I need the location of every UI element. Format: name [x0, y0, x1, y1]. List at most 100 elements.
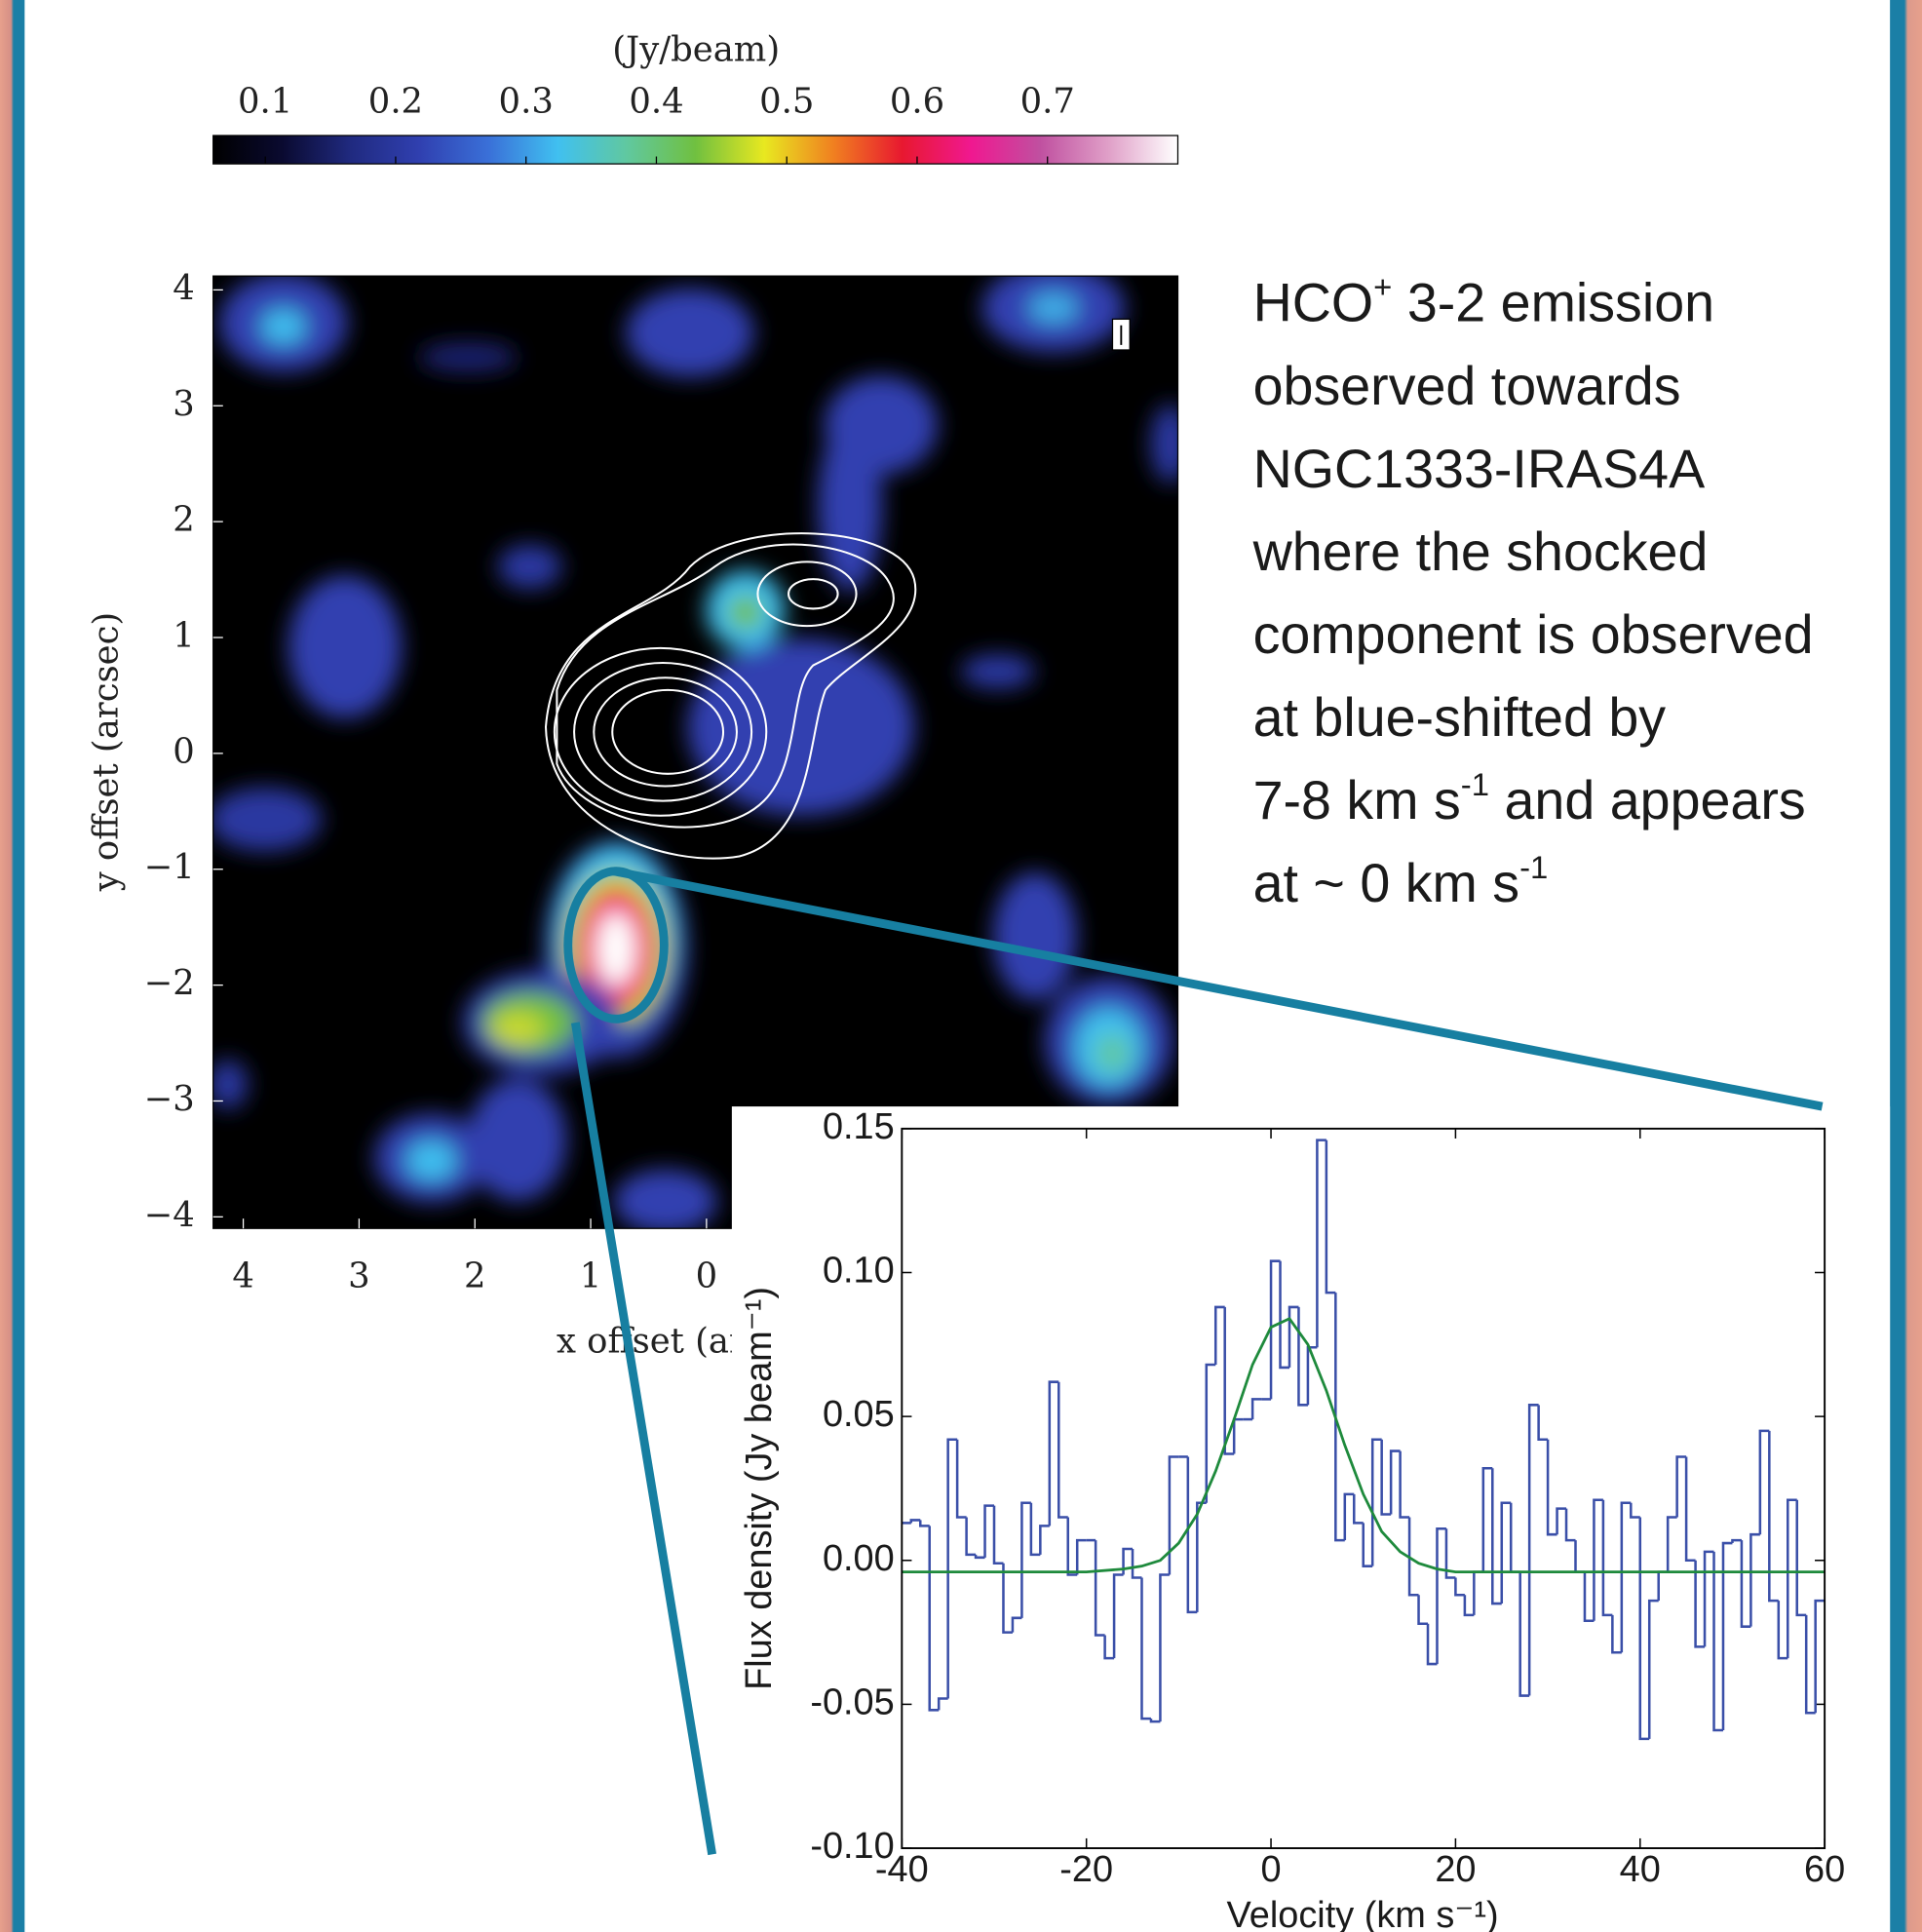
spectrum-step [1039, 1525, 1050, 1555]
spectrum-step [1149, 1719, 1161, 1723]
text-run: where the shocked [1252, 522, 1709, 582]
spectrum-step [1131, 1548, 1142, 1579]
spectrum-step [992, 1505, 1004, 1565]
x-tick-label: -40 [875, 1849, 929, 1890]
annotation-line: component is observed [1253, 604, 1814, 665]
spectrum-step [1122, 1547, 1134, 1575]
spectrum-step [1749, 1532, 1760, 1627]
colorbar-tick-label: 0.5 [759, 82, 814, 122]
spectrum-step [1583, 1571, 1595, 1623]
spectrum-step [1334, 1293, 1345, 1542]
spectrum-step [1407, 1517, 1419, 1597]
contour [756, 560, 858, 628]
y-tick-label: 0 [173, 731, 195, 771]
spectrum-step [983, 1504, 995, 1558]
spectrum-step [1758, 1429, 1770, 1535]
spectrum-step [1593, 1498, 1603, 1621]
y-tick-label: −3 [144, 1079, 195, 1119]
spectrum-step [1684, 1456, 1696, 1563]
spectrum-step [1389, 1449, 1401, 1515]
spectrum-step [1768, 1430, 1779, 1603]
colorbar [212, 135, 1179, 165]
spectrum-step [1537, 1405, 1549, 1442]
emission-blob [468, 1078, 567, 1202]
x-tick-label: 40 [1620, 1849, 1661, 1890]
colorbar-tick-label: 0.2 [368, 82, 423, 122]
emission-blob [260, 309, 306, 344]
spectrum-step [1666, 1516, 1677, 1572]
left-border [0, 0, 25, 1932]
colorbar-tick-label: 0.3 [499, 82, 554, 122]
emission-blob [1095, 1033, 1131, 1073]
text-run: at blue-shifted by [1253, 687, 1667, 748]
emission-blob [687, 638, 914, 816]
text-run: component is observed [1253, 604, 1814, 665]
spectrum-step [909, 1519, 921, 1524]
text-run: 7-8 km s [1253, 770, 1461, 831]
spectrum-step [1454, 1577, 1465, 1597]
spectrum-step [1436, 1527, 1446, 1665]
text-run: observed towards [1253, 356, 1681, 416]
spectrum-step [1140, 1577, 1151, 1720]
spectrum-step [946, 1438, 958, 1699]
spectrum-step [1011, 1616, 1022, 1633]
spectrum-step [1057, 1381, 1068, 1519]
spectrum-step [965, 1517, 977, 1557]
spectrum-step [1297, 1306, 1308, 1407]
spectrum-step [1444, 1528, 1456, 1579]
contour [593, 676, 738, 788]
y-tick-label: 4 [173, 268, 195, 308]
spectrum-step [1500, 1501, 1512, 1604]
x-tick-label: 0 [696, 1256, 718, 1295]
spectrum-step [1159, 1573, 1170, 1722]
y-tick-label: 0.00 [823, 1538, 895, 1579]
y-tick-label: −2 [144, 963, 195, 1003]
contour [553, 646, 768, 817]
spectrum-step [1370, 1438, 1382, 1566]
spectrum-step [1325, 1140, 1336, 1294]
emission-blob [212, 1060, 249, 1109]
spectrum-step [937, 1697, 948, 1711]
spectrum-step [1546, 1439, 1557, 1536]
y-tick-label: 0.05 [823, 1394, 895, 1435]
spectrum-step [1647, 1599, 1659, 1739]
emission-blob [490, 1011, 545, 1047]
annotation-line: HCO+ 3-2 emission [1253, 268, 1714, 332]
spectrum-step [1186, 1456, 1198, 1614]
annotation-line: at ~ 0 km s-1 [1253, 849, 1549, 913]
contour [556, 543, 895, 829]
spectrum-panel [731, 1106, 1891, 1932]
spectrum-step [918, 1520, 930, 1527]
emission-blob [288, 575, 403, 718]
callout-line [612, 867, 1824, 1111]
emission-blob [626, 288, 754, 377]
spectrum-step [1740, 1540, 1751, 1628]
spectrum-step [1721, 1541, 1733, 1730]
y-axis-label: Flux density (Jy beam⁻¹) [739, 1287, 780, 1690]
contour [573, 662, 753, 802]
plot-frame [901, 1127, 1826, 1849]
spectrum-step [1601, 1499, 1613, 1617]
spectrum-step [1694, 1560, 1706, 1648]
spectrum-step [1168, 1455, 1179, 1575]
spectrum-step [1343, 1492, 1355, 1541]
spectrum-step [1020, 1501, 1031, 1618]
y-tick-label: -0.05 [810, 1681, 894, 1722]
spectrum-step [955, 1439, 967, 1519]
x-tick-label: 1 [580, 1256, 602, 1295]
annotation-line: 7-8 km s-1 and appears [1253, 766, 1806, 831]
colorbar-tick-label: 0.7 [1020, 82, 1075, 122]
annotation-line: where the shocked [1252, 522, 1709, 582]
spectrum-step [1795, 1499, 1807, 1617]
spectrum-step [928, 1526, 940, 1712]
emission-blob [418, 342, 518, 372]
spectrum-step [1731, 1538, 1742, 1544]
emission-blob [992, 871, 1077, 1001]
spectrum-step [1279, 1260, 1289, 1370]
heatmap-image [212, 276, 1178, 1229]
spectrum-step [1620, 1501, 1632, 1653]
colorbar-tick-label: 0.1 [238, 82, 292, 122]
callout-line [570, 1022, 717, 1856]
emission-blob [1028, 292, 1079, 324]
